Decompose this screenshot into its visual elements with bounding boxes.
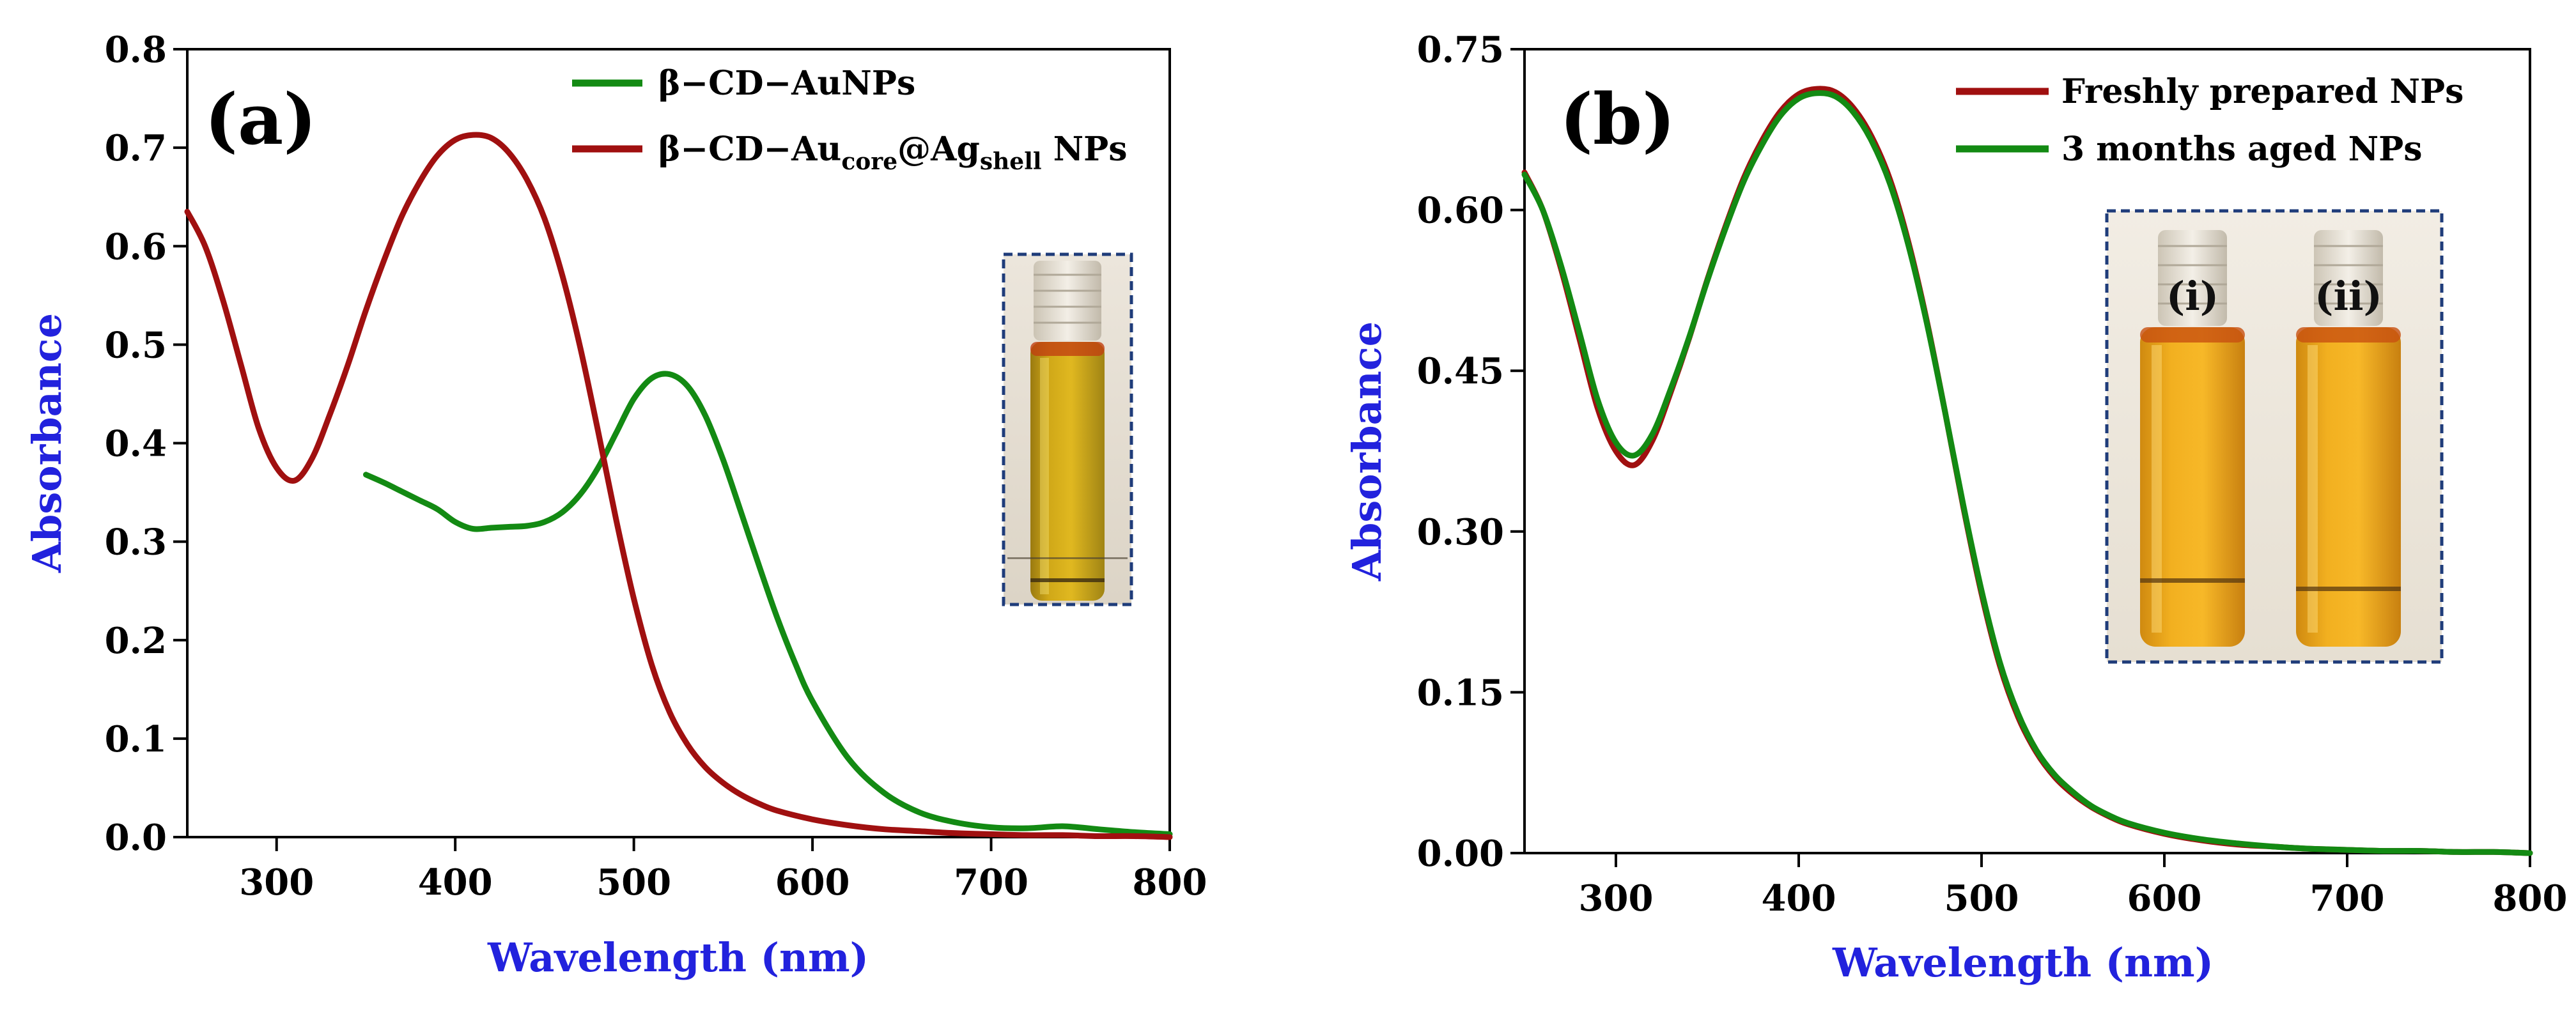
panel-a-ytick-label-5: 0.5 bbox=[105, 324, 167, 366]
panel-b-axes: 300 400 500 600 700 800 0.00 0.15 0.30 0.45 0.60 0.… bbox=[1417, 29, 2568, 920]
panel-b-xtick-label-4: 700 bbox=[2310, 877, 2385, 920]
inset-label-i: (i) bbox=[2166, 273, 2219, 320]
panel-b-ytick-label-3: 0.45 bbox=[1417, 350, 1504, 392]
panel-a-xtick-label-0: 300 bbox=[239, 861, 314, 904]
panel-b-label: (b) bbox=[1560, 78, 1675, 160]
panel-a-series-line-0 bbox=[363, 371, 1173, 837]
panel-a-ytick-label-2: 0.2 bbox=[105, 620, 167, 662]
panel-b: (b) Freshly prepared NPs 3 months aged N… bbox=[1344, 29, 2567, 986]
legend-b-entry-0: Freshly prepared NPs bbox=[2061, 72, 2463, 111]
panel-b-series bbox=[1521, 86, 2533, 856]
panel-a-legend: β−CD−AuNPs β−CD−Aucore@Agshell NPs bbox=[572, 64, 1128, 175]
panel-a-ytick-label-8: 0.8 bbox=[105, 29, 167, 71]
panel-a-ytick-label-4: 0.4 bbox=[105, 423, 167, 465]
panel-a-series-line-1 bbox=[184, 132, 1173, 840]
panel-b-legend: Freshly prepared NPs 3 months aged NPs bbox=[1956, 72, 2463, 169]
panel-a-xtick-label-1: 400 bbox=[418, 861, 493, 904]
panel-a-label: (a) bbox=[205, 78, 316, 160]
panel-b-xtick-label-0: 300 bbox=[1579, 877, 1654, 920]
panel-a-ytick-label-6: 0.6 bbox=[105, 226, 167, 268]
panel-b-xtick-label-3: 600 bbox=[2127, 877, 2202, 920]
legend-a-entry-1: β−CD−Aucore@Agshell NPs bbox=[658, 130, 1128, 175]
panel-a-axes: 300 400 500 600 700 800 0.0 0.1 0.2 0.3 0.4 0.5 0.6 0… bbox=[105, 29, 1207, 904]
panel-a-xlabel: Wavelength (nm) bbox=[487, 934, 869, 981]
panel-b-xtick-label-1: 400 bbox=[1762, 877, 1836, 920]
panel-b-xtick-label-5: 800 bbox=[2493, 877, 2568, 920]
panel-b-plot-frame bbox=[1523, 48, 2531, 854]
panel-a-ytick-label-0: 0.0 bbox=[105, 817, 167, 859]
inset-label-ii: (ii) bbox=[2315, 273, 2382, 320]
legend-b-entry-1: 3 months aged NPs bbox=[2061, 130, 2423, 169]
panel-a-xtick-label-4: 700 bbox=[954, 861, 1028, 904]
panel-b-ytick-label-2: 0.30 bbox=[1417, 511, 1504, 553]
panel-b-ytick-label-1: 0.15 bbox=[1417, 672, 1504, 714]
panel-a-ylabel: Absorbance bbox=[24, 313, 70, 573]
panel-a-xtick-label-3: 600 bbox=[775, 861, 850, 904]
panel-a-inset-photo bbox=[1002, 252, 1133, 606]
legend-a-entry-0: β−CD−AuNPs bbox=[658, 64, 915, 103]
panel-b-ytick-label-5: 0.75 bbox=[1417, 29, 1504, 71]
panel-b-series-line-1 bbox=[1521, 90, 2533, 856]
panel-b-ylabel: Absorbance bbox=[1344, 321, 1390, 582]
panel-a-ytick-label-3: 0.3 bbox=[105, 521, 167, 564]
panel-a-xtick-label-2: 500 bbox=[596, 861, 671, 904]
panel-a-series bbox=[184, 132, 1173, 840]
panel-a-xtick-label-5: 800 bbox=[1133, 861, 1207, 904]
panel-b-xtick-label-2: 500 bbox=[1944, 877, 2019, 920]
panel-b-xlabel: Wavelength (nm) bbox=[1832, 939, 2214, 986]
panel-a: (a) β−CD−AuNPs β−CD−Aucore@Agshell NPs bbox=[24, 29, 1207, 981]
panel-b-ytick-label-4: 0.60 bbox=[1417, 190, 1504, 232]
panel-a-ytick-label-7: 0.7 bbox=[105, 127, 167, 169]
panel-b-inset-photo: (i) (ii) bbox=[2105, 209, 2444, 664]
panel-a-ytick-label-1: 0.1 bbox=[105, 718, 167, 760]
panel-b-ytick-label-0: 0.00 bbox=[1417, 833, 1504, 875]
